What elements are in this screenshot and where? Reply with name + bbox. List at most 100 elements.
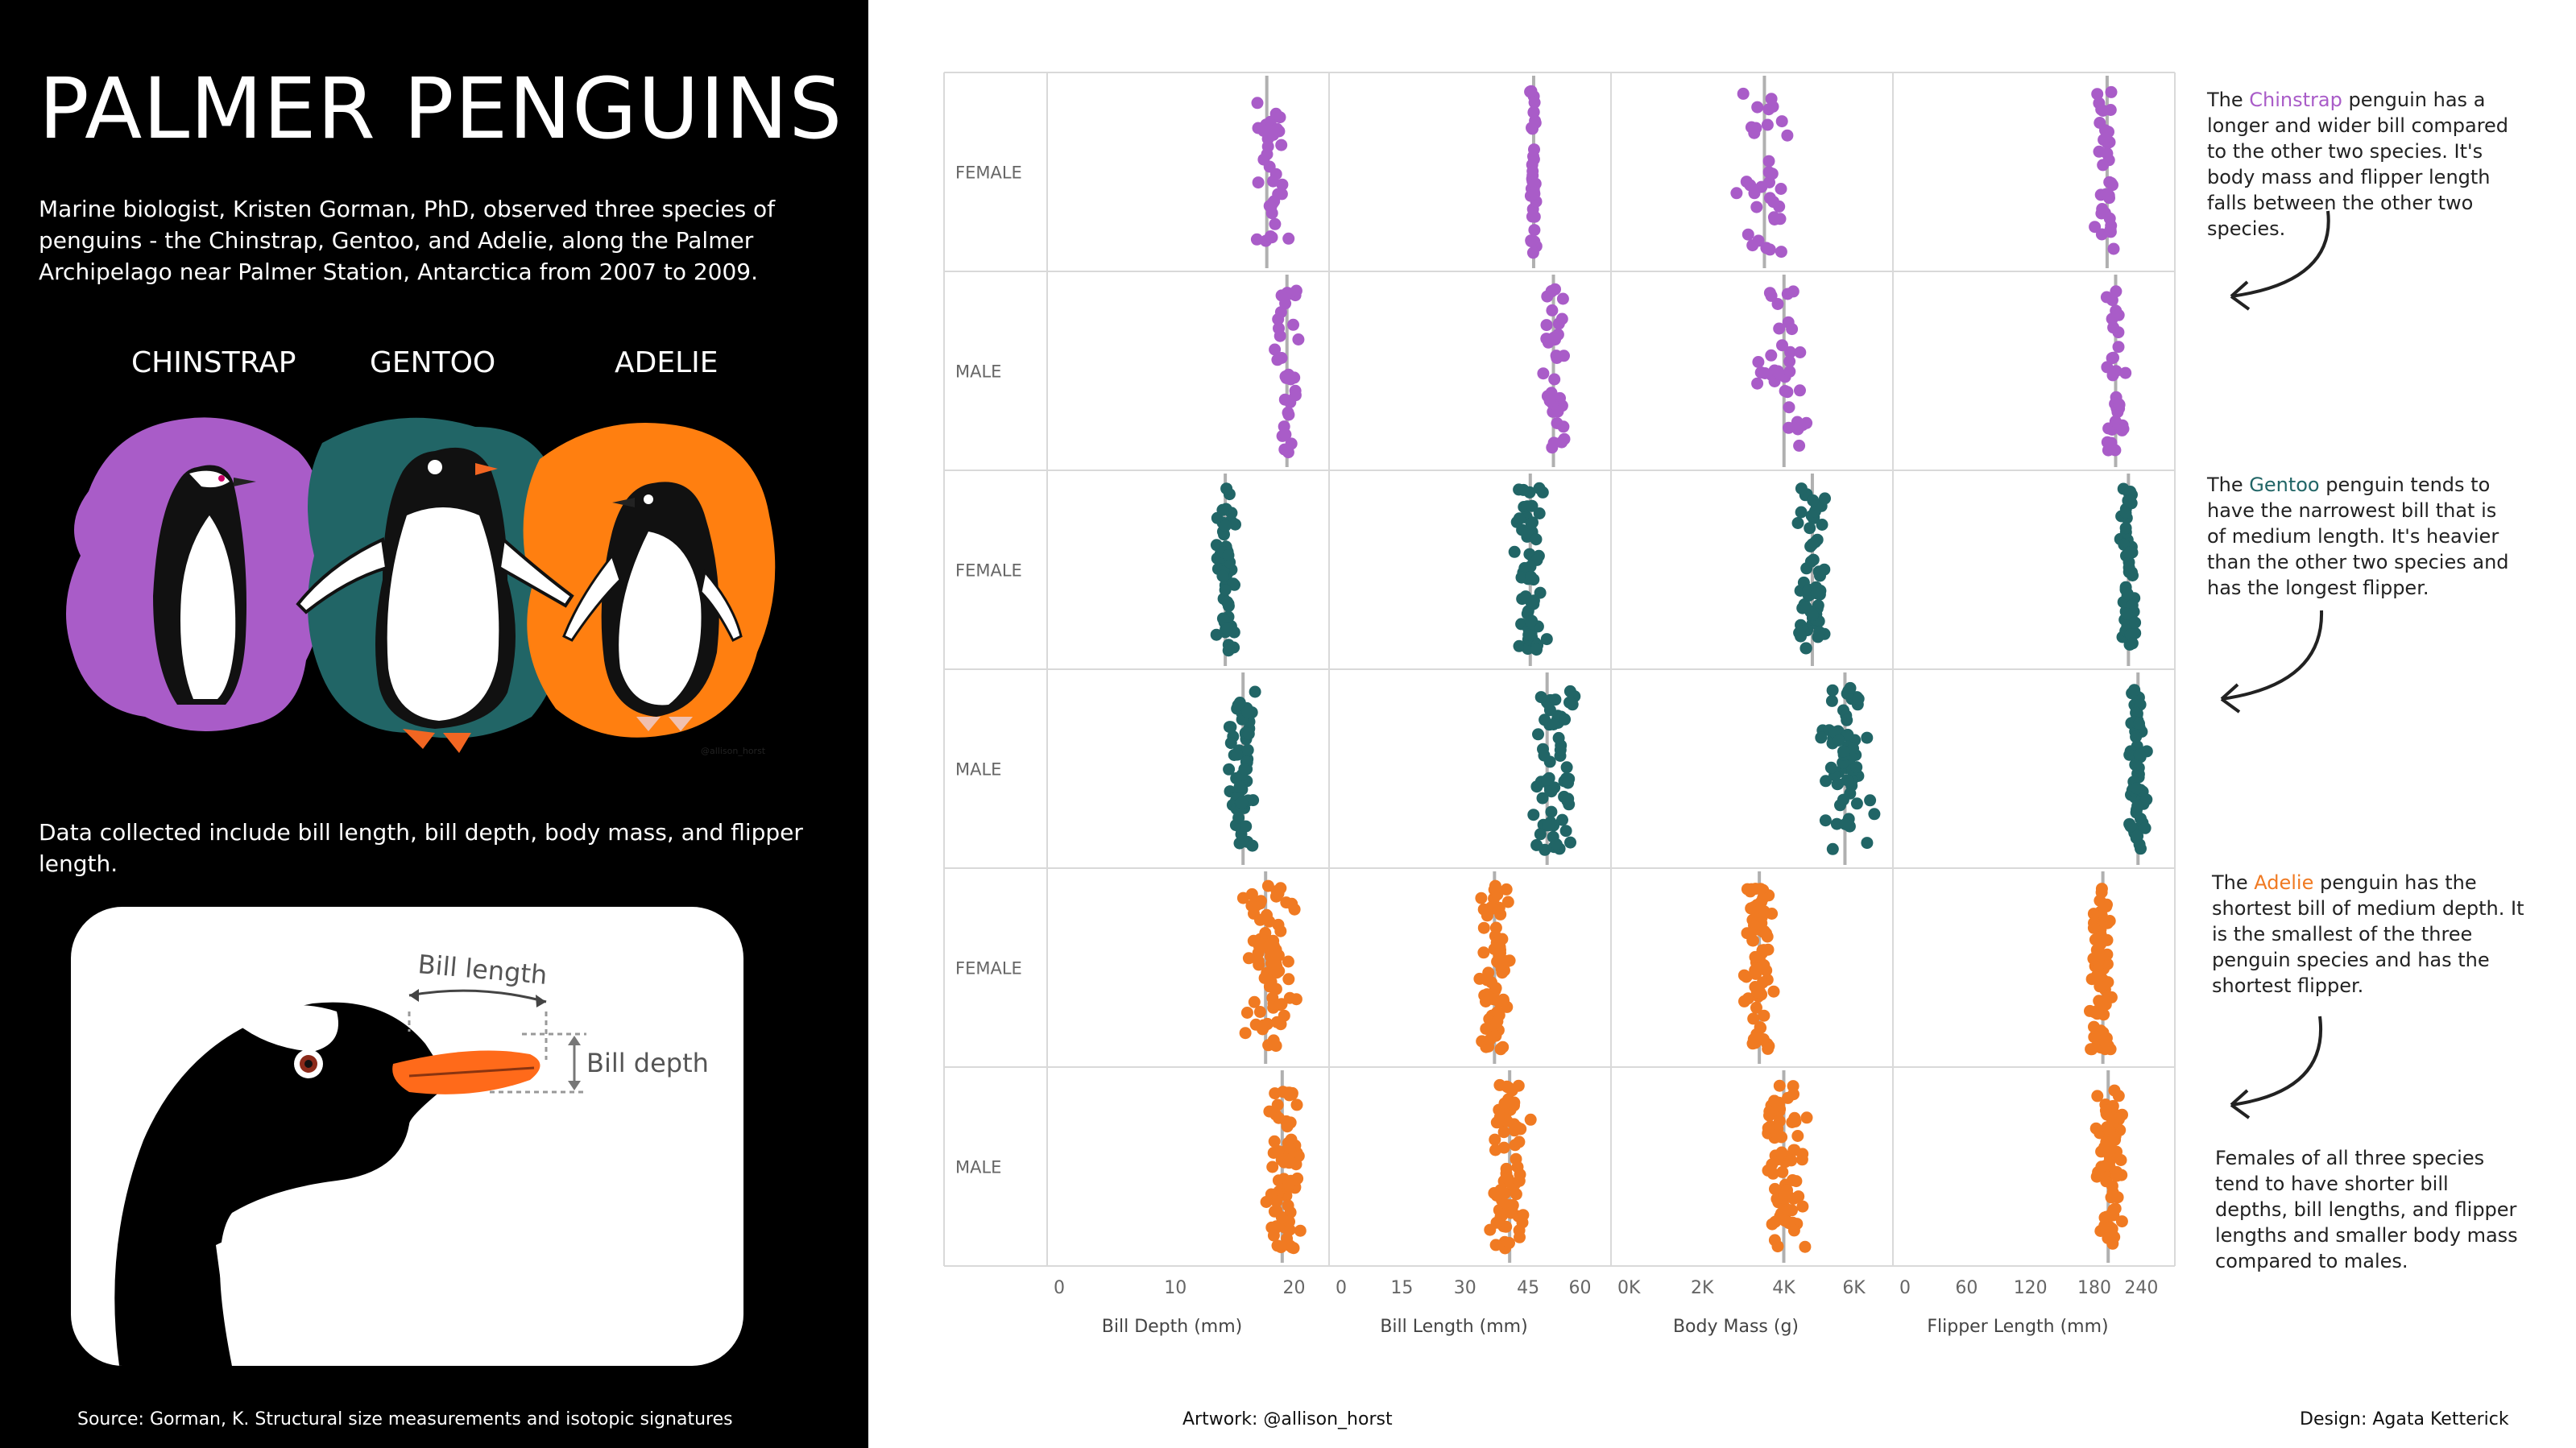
data-point: [1521, 607, 1534, 620]
data-point: [2127, 776, 2140, 788]
data-point: [1828, 769, 1841, 782]
data-point: [1545, 285, 1558, 297]
data-point: [2097, 974, 2110, 986]
data-point: [1749, 1036, 1762, 1049]
data-point: [1501, 1198, 1514, 1211]
data-point: [1269, 1040, 1282, 1053]
data-point: [2123, 561, 2135, 574]
data-point: [1841, 728, 1854, 741]
data-point: [2099, 1036, 2112, 1049]
data-point: [1275, 188, 1288, 201]
data-point: [1556, 292, 1569, 305]
data-point: [2106, 312, 2118, 325]
data-point: [1754, 896, 1767, 909]
data-point: [2126, 546, 2139, 559]
data-point: [1254, 933, 1266, 945]
data-point: [2089, 1122, 2102, 1135]
data-point: [2130, 806, 2143, 819]
data-point: [2133, 748, 2146, 761]
data-point: [1804, 589, 1816, 601]
data-point: [1498, 964, 1510, 977]
data-point: [2129, 616, 2142, 629]
data-point: [1754, 958, 1766, 971]
data-point: [1216, 503, 1229, 516]
data-point: [1274, 882, 1287, 895]
data-point: [1804, 605, 1817, 618]
data-point: [1547, 718, 1560, 730]
data-point: [1768, 1234, 1781, 1247]
data-point: [2133, 722, 2146, 734]
annotation-adelie: The Adelie penguin has the shortest bill…: [2212, 871, 2524, 997]
data-point: [1227, 577, 1240, 590]
data-point: [1746, 934, 1759, 947]
data-point: [1762, 1122, 1775, 1135]
data-point: [1505, 1206, 1518, 1219]
data-point: [1768, 375, 1781, 387]
data-point: [2105, 176, 2118, 189]
data-point: [1787, 1224, 1800, 1237]
data-point: [1526, 210, 1539, 223]
data-point: [1253, 940, 1265, 953]
data-point: [1559, 713, 1572, 726]
data-point: [1527, 594, 1540, 607]
data-point: [2106, 424, 2118, 436]
data-point: [2102, 422, 2115, 435]
data-point: [1741, 883, 1754, 896]
chart-grid: [943, 72, 2176, 1267]
data-point: [1243, 722, 1256, 735]
data-point: [1284, 1155, 1297, 1168]
data-point: [1524, 1113, 1537, 1126]
data-point: [1529, 177, 1542, 190]
data-point: [1806, 611, 1819, 624]
data-point: [1546, 285, 1559, 298]
data-point: [2132, 691, 2145, 704]
data-point: [2093, 946, 2106, 959]
data-point: [1279, 370, 1292, 383]
data-point: [2107, 351, 2119, 364]
data-point: [1752, 234, 1765, 247]
data-point: [1272, 1144, 1285, 1157]
data-point: [1521, 500, 1534, 513]
data-point: [1289, 384, 1302, 397]
data-point: [1497, 1126, 1510, 1139]
data-point: [1545, 387, 1558, 399]
data-point: [1263, 1105, 1276, 1118]
data-point: [1779, 1213, 1792, 1226]
data-point: [1233, 837, 1246, 850]
data-point: [1265, 1188, 1278, 1201]
data-point: [1762, 166, 1775, 179]
data-point: [1503, 954, 1516, 967]
data-point: [1489, 1144, 1501, 1156]
data-point: [1543, 772, 1555, 784]
data-point: [1285, 1174, 1298, 1187]
data-point: [1818, 627, 1831, 640]
data-point: [1486, 1028, 1499, 1040]
data-point: [1227, 730, 1240, 743]
data-point: [1235, 799, 1248, 812]
data-point: [1762, 155, 1775, 168]
data-point: [1291, 1172, 1304, 1185]
data-point: [1231, 702, 1244, 715]
data-point: [2092, 1166, 2105, 1178]
data-point: [1837, 745, 1849, 758]
data-point: [2110, 1165, 2123, 1178]
data-point: [1485, 976, 1497, 989]
data-point: [1813, 588, 1826, 601]
data-point: [2091, 1039, 2104, 1052]
data-point: [1239, 747, 1252, 760]
data-point: [2098, 1141, 2111, 1154]
data-point: [1285, 1148, 1298, 1160]
data-point: [2130, 832, 2143, 844]
data-point: [1478, 989, 1491, 1002]
data-point: [1515, 571, 1528, 584]
data-point: [1771, 298, 1784, 310]
data-point: [1511, 1160, 1524, 1173]
data-point: [1507, 1180, 1520, 1192]
data-point: [1837, 793, 1849, 806]
data-point: [2095, 207, 2108, 220]
arrow-icon: [2221, 610, 2324, 701]
data-point: [1221, 623, 1233, 635]
data-point: [2097, 105, 2110, 117]
data-point: [1767, 1106, 1780, 1119]
data-point: [2107, 1107, 2120, 1119]
